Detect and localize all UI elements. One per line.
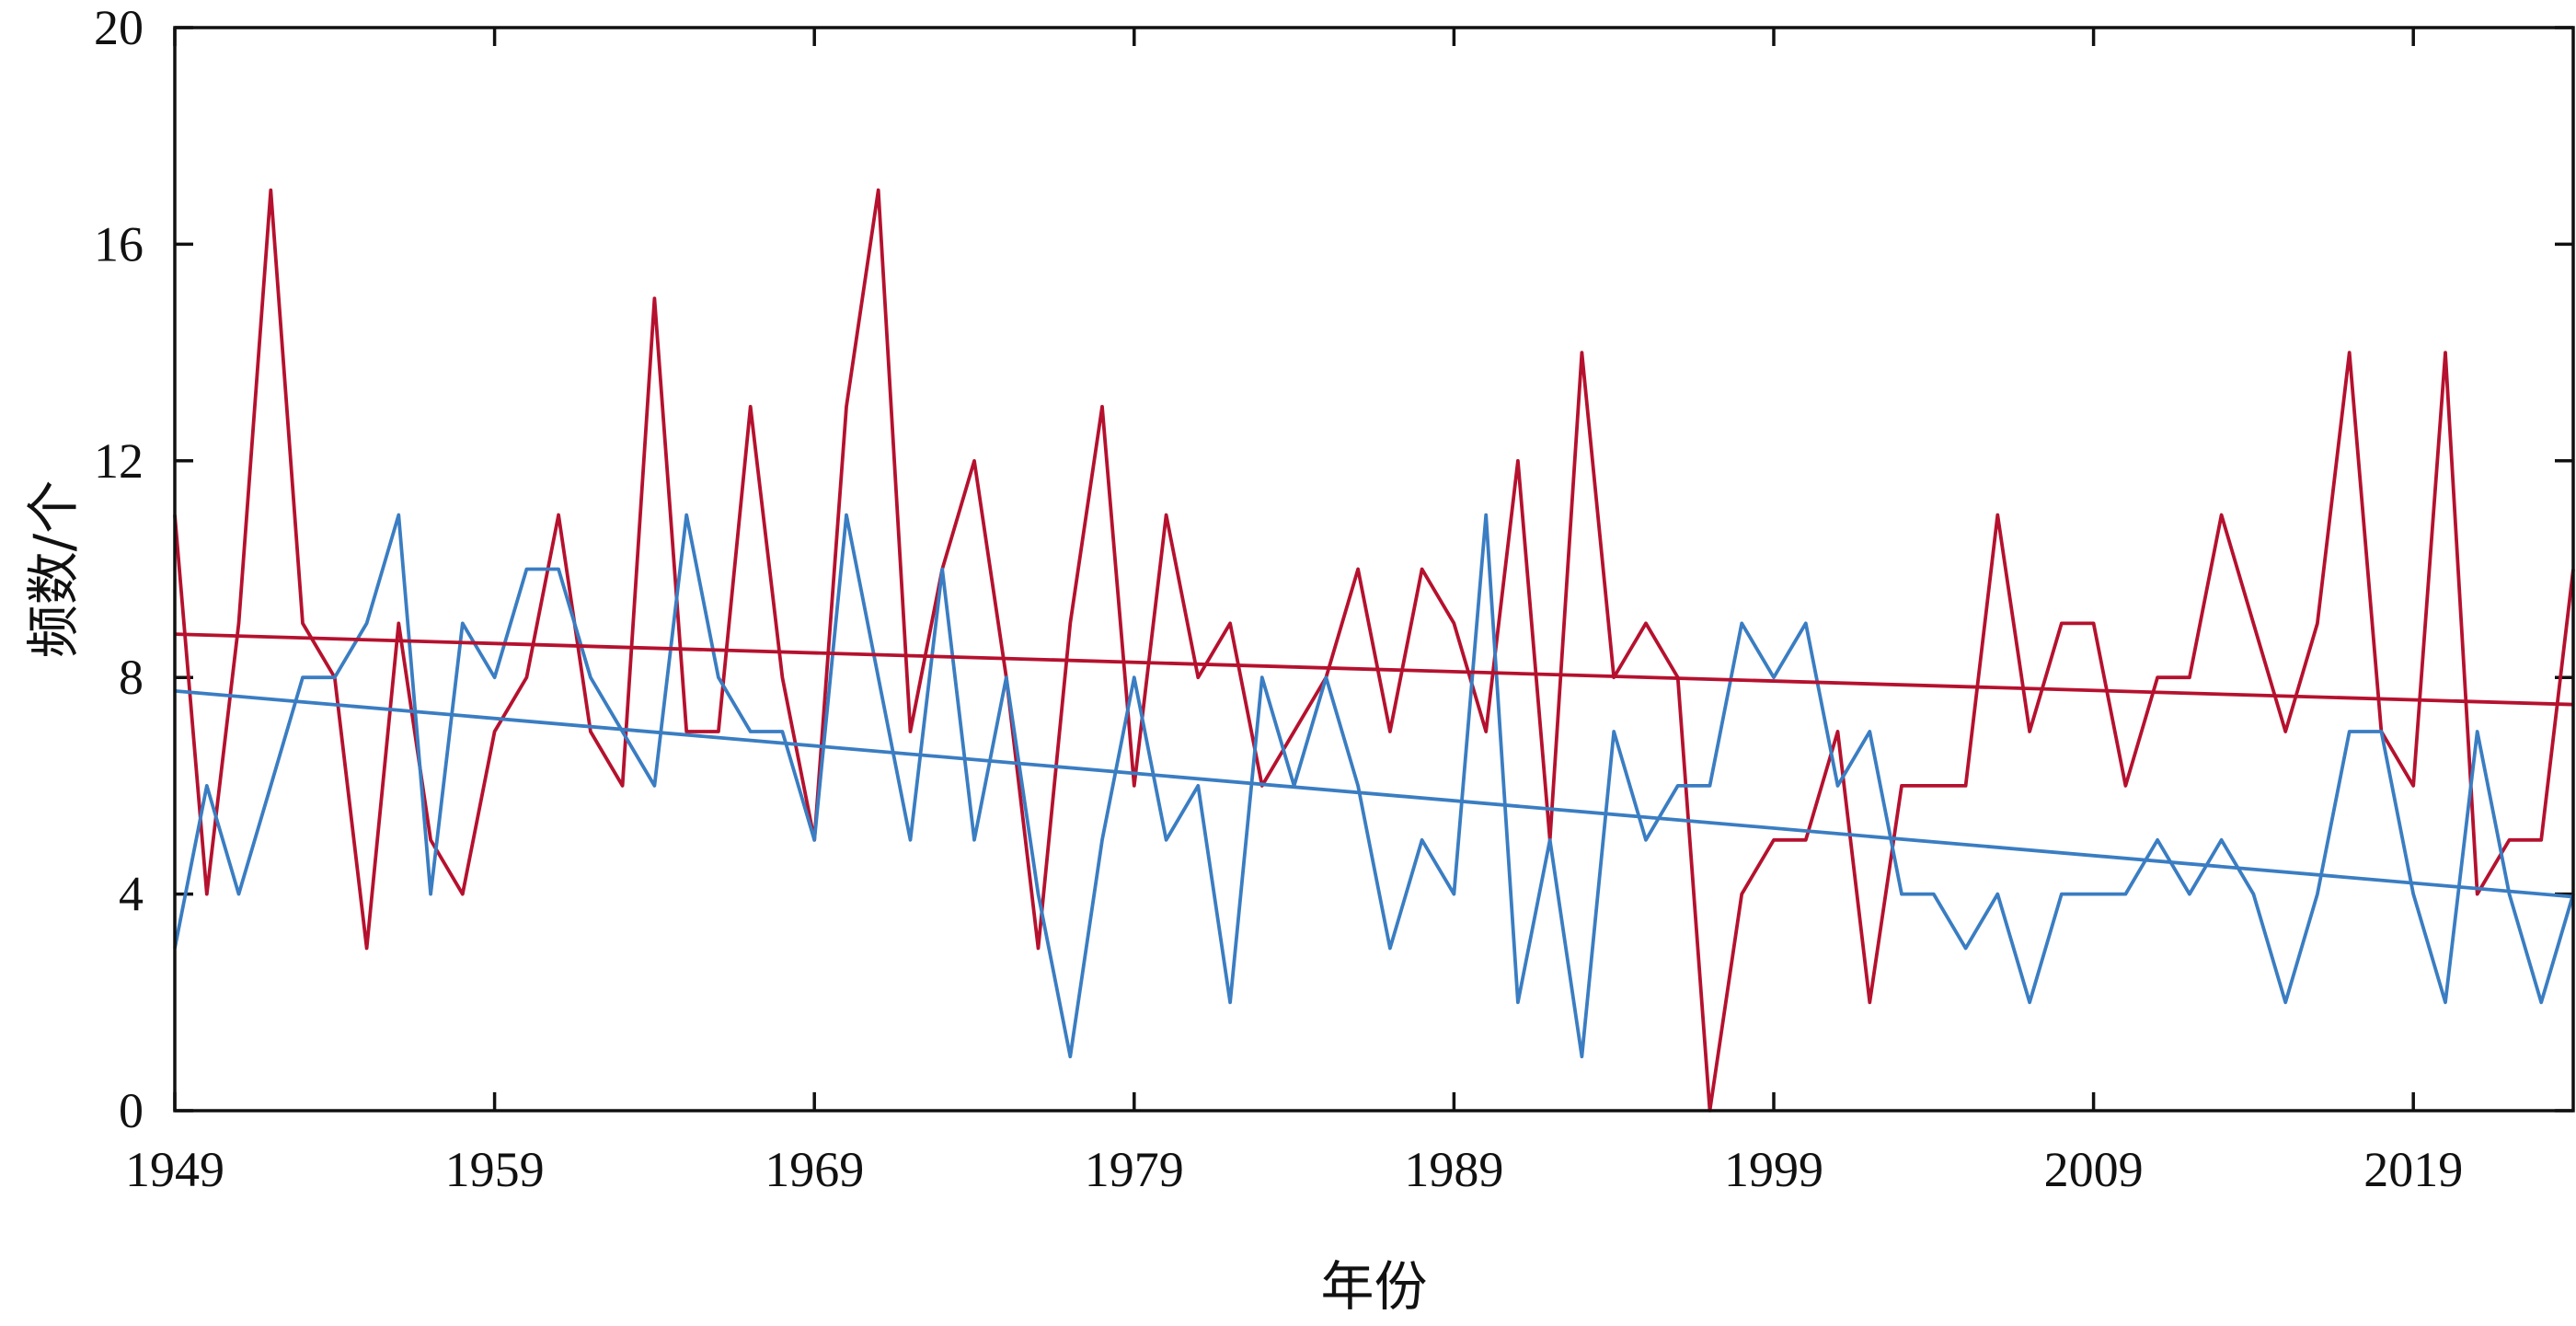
x-tick-labels: 1949 1959 1969 1979 1989 1999 2009 2019 bbox=[125, 1142, 2463, 1197]
x-tick-label: 1969 bbox=[765, 1142, 864, 1197]
x-tick-label: 2009 bbox=[2044, 1142, 2144, 1197]
x-tick-label: 1979 bbox=[1085, 1142, 1184, 1197]
trend-line-2 bbox=[174, 632, 2574, 707]
x-tick-label: 1999 bbox=[1724, 1142, 1823, 1197]
x-tick-label: 1949 bbox=[125, 1142, 224, 1197]
x-tick-label: 1959 bbox=[445, 1142, 545, 1197]
y-tick-labels: 0 4 8 12 16 20 bbox=[94, 0, 144, 1138]
y-tick-label: 0 bbox=[119, 1083, 144, 1138]
y-tick-label: 12 bbox=[94, 433, 144, 489]
series-line-0 bbox=[173, 188, 2575, 1113]
x-tick-label: 2019 bbox=[2363, 1142, 2463, 1197]
y-tick-label: 8 bbox=[119, 650, 144, 705]
y-axis-title: 频数/个 bbox=[22, 480, 85, 659]
y-tick-label: 16 bbox=[94, 216, 144, 271]
x-tick-label: 1989 bbox=[1404, 1142, 1503, 1197]
series-line-1 bbox=[173, 513, 2575, 1059]
y-tick-label: 20 bbox=[94, 0, 144, 55]
series-group bbox=[173, 188, 2575, 1113]
plot-frame bbox=[173, 26, 2575, 1113]
trend-line-3 bbox=[174, 689, 2574, 899]
x-axis-title: 年份 bbox=[1320, 1255, 1427, 1318]
y-tick-label: 4 bbox=[119, 867, 144, 922]
